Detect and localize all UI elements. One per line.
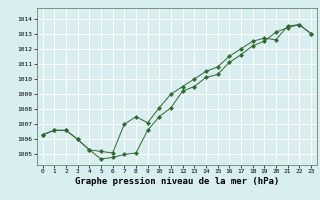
X-axis label: Graphe pression niveau de la mer (hPa): Graphe pression niveau de la mer (hPa) — [75, 177, 279, 186]
